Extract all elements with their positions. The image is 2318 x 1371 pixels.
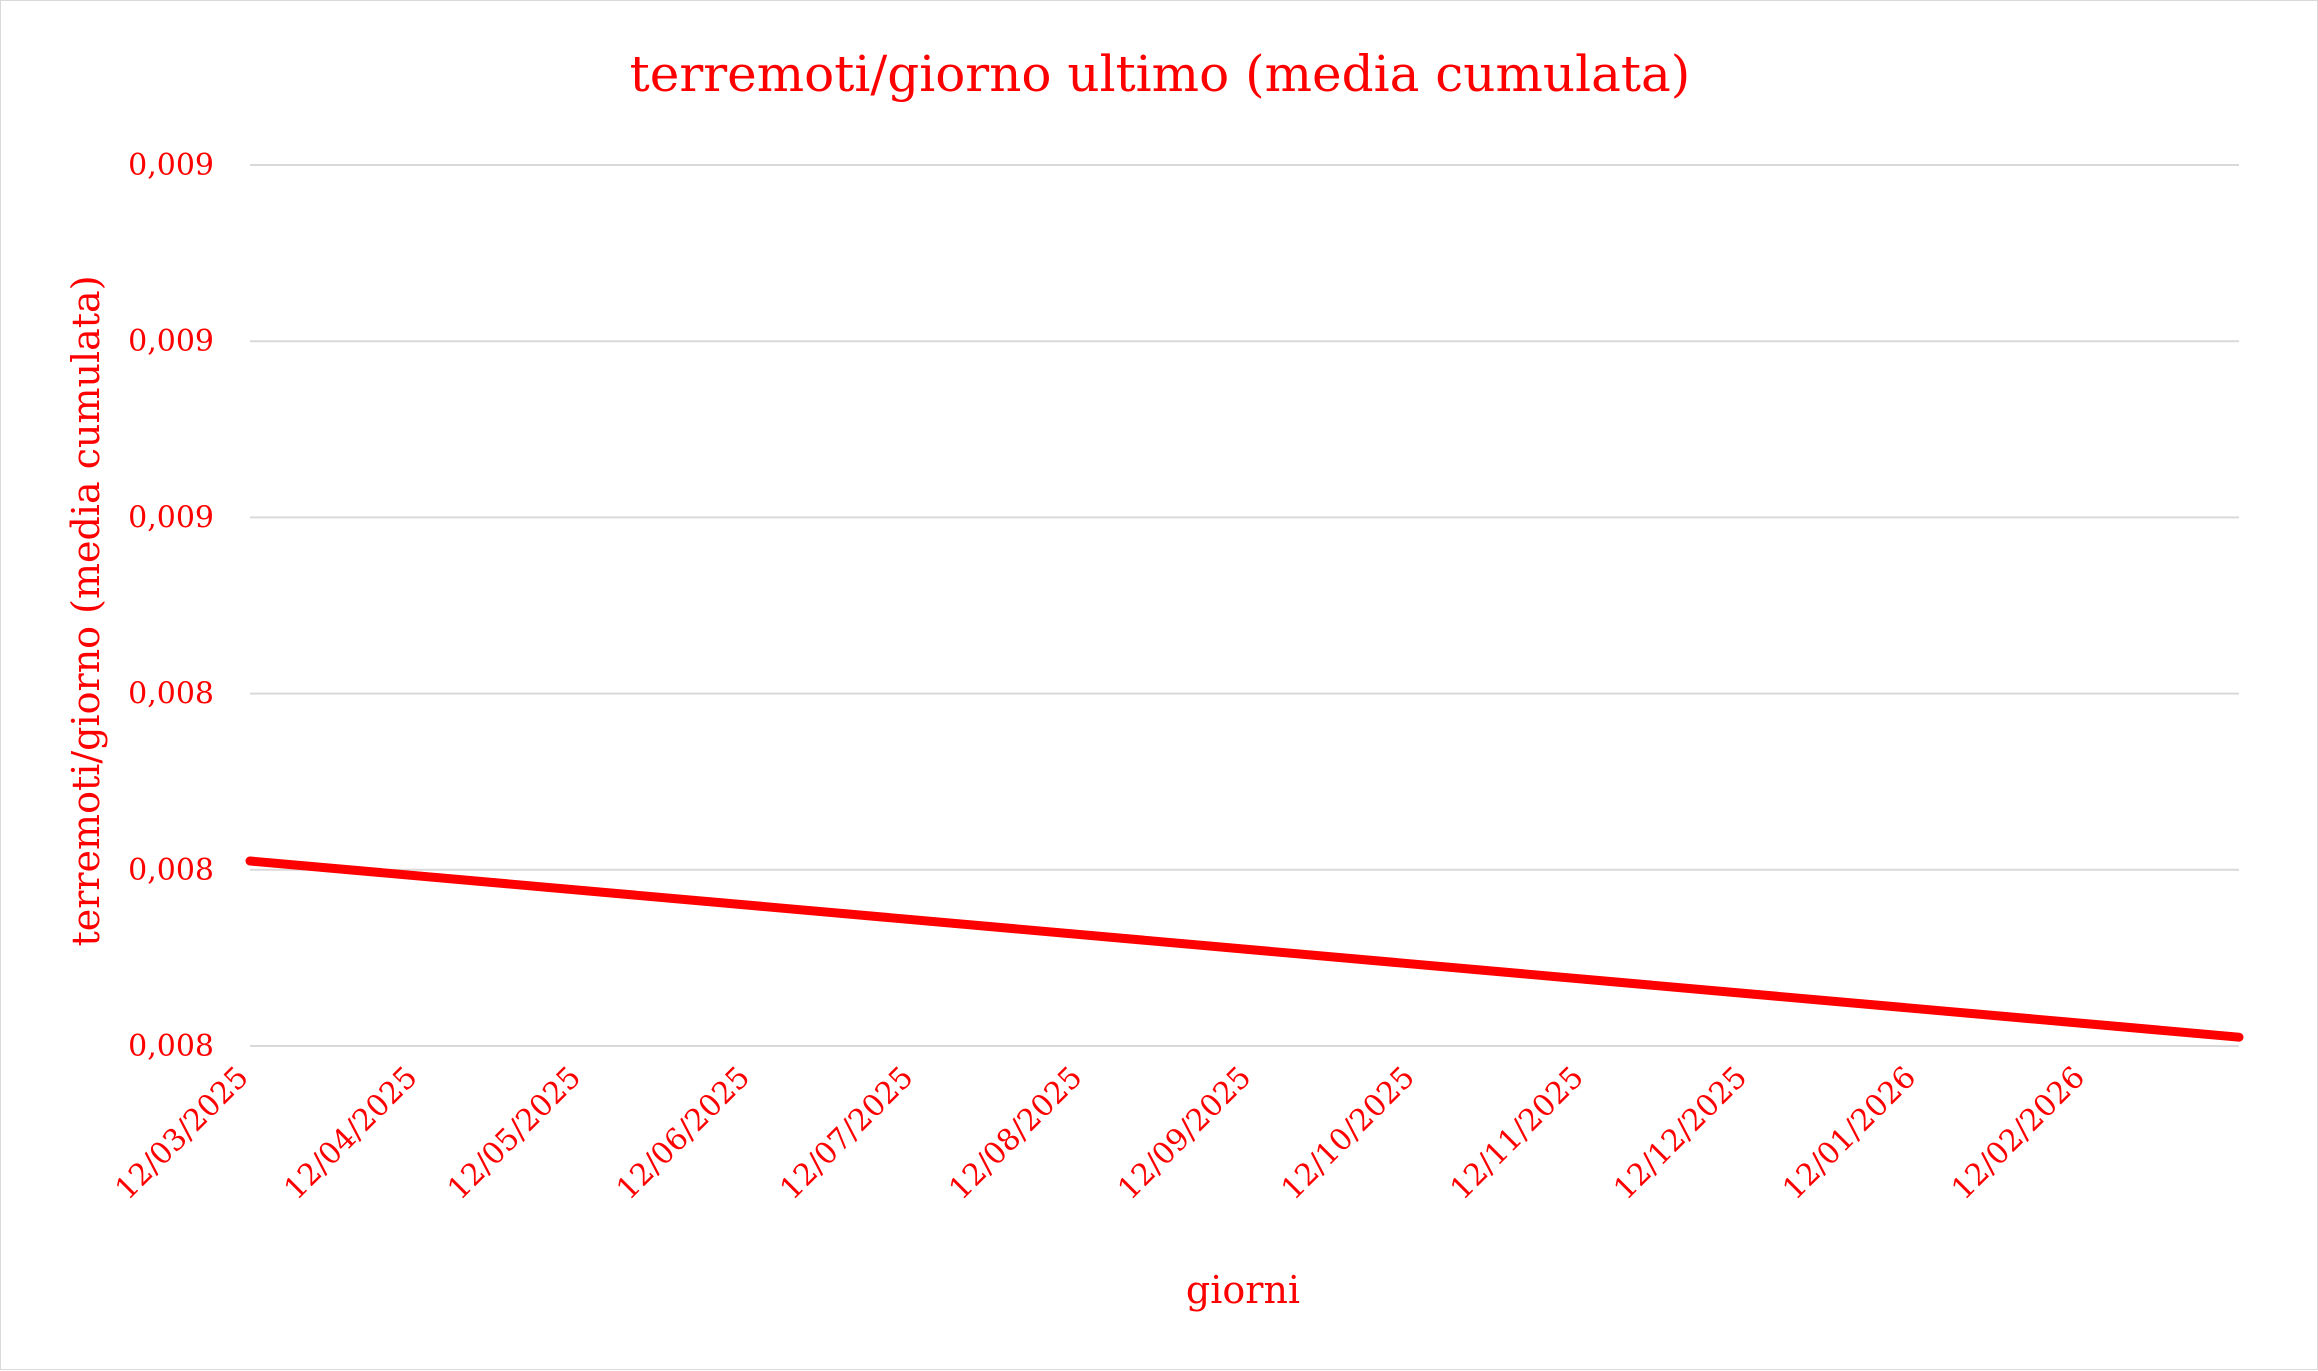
- x-axis-title: giorni: [1186, 1268, 1300, 1312]
- x-tick-label: 12/08/2025: [942, 1060, 1089, 1207]
- y-tick-label: 0,009: [128, 148, 214, 183]
- x-tick-label: 12/03/2025: [109, 1060, 256, 1207]
- x-tick-label: 12/01/2026: [1776, 1060, 1923, 1207]
- y-tick-label: 0,008: [128, 677, 214, 712]
- x-axis-ticks: 12/03/2025 12/04/2025 12/05/2025 12/06/2025…: [109, 1060, 2092, 1207]
- chart-title: terremoti/giorno ultimo (media cumulata): [630, 45, 1691, 103]
- series-line: [245, 856, 2244, 1042]
- y-tick-label: 0,008: [128, 1029, 214, 1064]
- y-axis-ticks: 0,008 0,008 0,008 0,009 0,009 0,009: [128, 148, 214, 1064]
- series: [245, 856, 2244, 1042]
- y-tick-label: 0,008: [128, 853, 214, 888]
- x-tick-label: 12/04/2025: [278, 1060, 425, 1207]
- x-tick-label: 12/11/2025: [1444, 1060, 1591, 1207]
- y-axis-title: terremoti/giorno (media cumulata): [64, 275, 108, 946]
- y-tick-label: 0,009: [128, 500, 214, 535]
- x-tick-label: 12/12/2025: [1607, 1060, 1754, 1207]
- x-tick-label: 12/09/2025: [1111, 1060, 1258, 1207]
- x-tick-label: 12/07/2025: [773, 1060, 920, 1207]
- x-tick-label: 12/05/2025: [441, 1060, 588, 1207]
- x-tick-label: 12/10/2025: [1275, 1060, 1422, 1207]
- gridlines: [250, 164, 2239, 1047]
- x-tick-label: 12/06/2025: [610, 1060, 757, 1207]
- x-tick-label: 12/02/2026: [1945, 1060, 2092, 1207]
- y-tick-label: 0,009: [128, 324, 214, 359]
